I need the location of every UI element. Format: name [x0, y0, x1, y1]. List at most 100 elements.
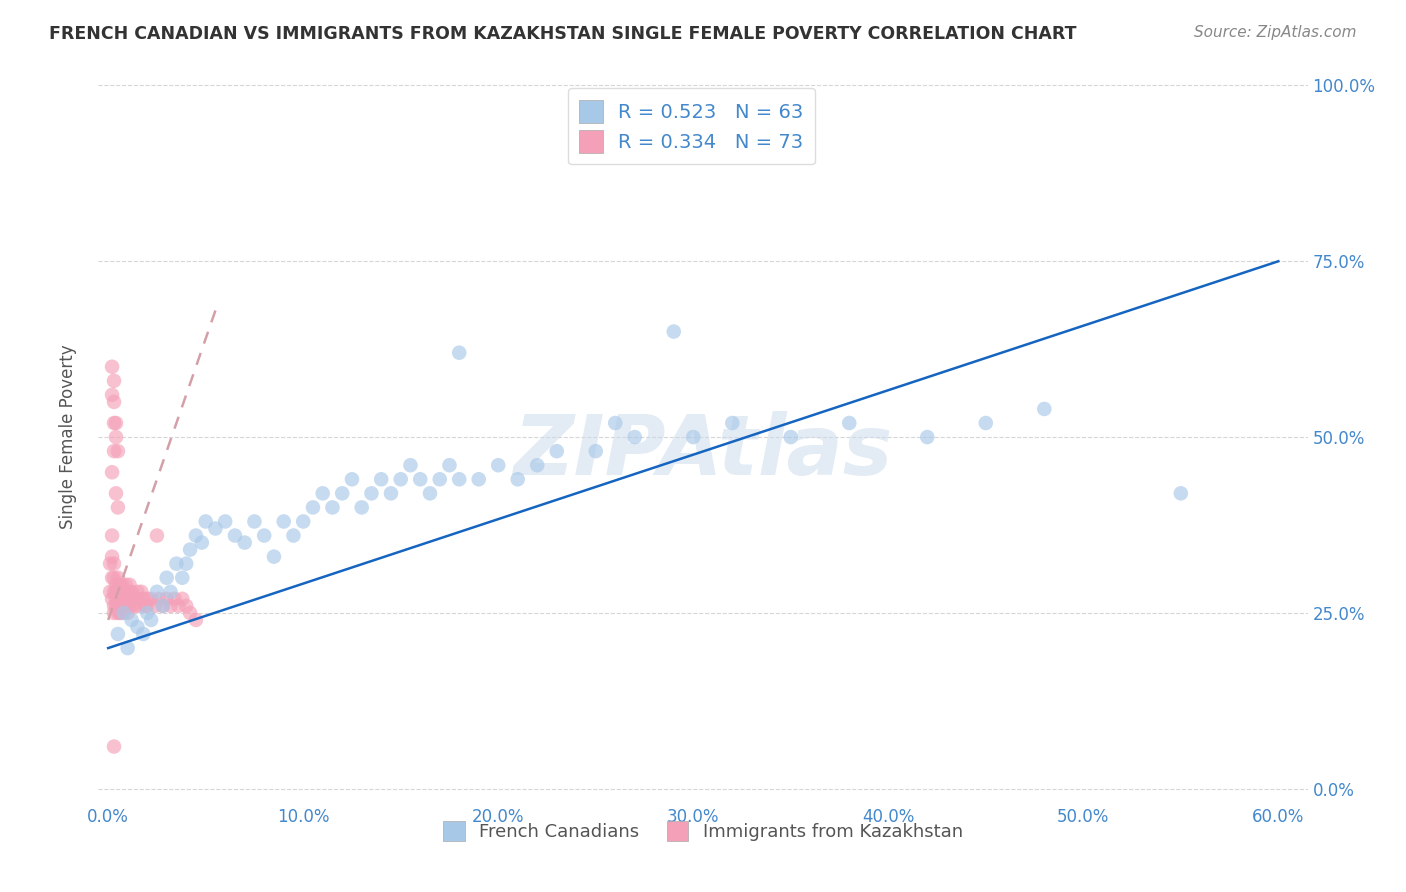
Point: [146, 584, 169, 599]
Point: [139, 613, 162, 627]
Y-axis label: Single Female Poverty: Single Female Poverty: [59, 345, 77, 529]
Point: [263, 549, 285, 564]
Point: [273, 515, 295, 529]
Point: [98, 557, 121, 571]
Point: [243, 515, 266, 529]
Point: [132, 591, 155, 606]
Point: [112, 591, 135, 606]
Point: [159, 584, 181, 599]
Point: [146, 528, 169, 542]
Point: [409, 472, 432, 486]
Point: [111, 606, 134, 620]
Point: [163, 591, 186, 606]
Point: [132, 627, 155, 641]
Point: [127, 591, 149, 606]
Point: [103, 584, 125, 599]
Point: [111, 591, 134, 606]
Point: [156, 591, 179, 606]
Point: [103, 599, 125, 613]
Point: [165, 557, 187, 571]
Point: [111, 578, 134, 592]
Point: [174, 557, 197, 571]
Point: [107, 571, 129, 585]
Point: [101, 359, 124, 374]
Point: [121, 613, 143, 627]
Point: [104, 591, 127, 606]
Point: [506, 472, 529, 486]
Point: [330, 486, 353, 500]
Point: [283, 528, 305, 542]
Point: [107, 584, 129, 599]
Point: [419, 486, 441, 500]
Point: [360, 486, 382, 500]
Point: [148, 591, 170, 606]
Point: [1170, 486, 1192, 500]
Point: [103, 739, 125, 754]
Point: [114, 591, 136, 606]
Point: [184, 613, 207, 627]
Point: [340, 472, 363, 486]
Point: [350, 500, 373, 515]
Point: [204, 521, 226, 535]
Point: [101, 549, 124, 564]
Point: [127, 620, 149, 634]
Point: [124, 599, 146, 613]
Point: [117, 606, 139, 620]
Point: [117, 584, 139, 599]
Point: [224, 528, 246, 542]
Point: [127, 584, 149, 599]
Point: [292, 515, 315, 529]
Point: [302, 500, 325, 515]
Point: [233, 535, 256, 549]
Point: [101, 591, 124, 606]
Point: [101, 388, 124, 402]
Point: [101, 465, 124, 479]
Point: [114, 578, 136, 592]
Point: [112, 584, 135, 599]
Point: [104, 416, 127, 430]
Point: [103, 606, 125, 620]
Point: [167, 599, 190, 613]
Point: [117, 641, 139, 656]
Point: [104, 430, 127, 444]
Point: [389, 472, 412, 486]
Point: [107, 599, 129, 613]
Point: [136, 599, 159, 613]
Point: [107, 444, 129, 458]
Point: [174, 599, 197, 613]
Point: [121, 599, 143, 613]
Point: [838, 416, 860, 430]
Point: [623, 430, 645, 444]
Point: [605, 416, 627, 430]
Point: [721, 416, 744, 430]
Point: [662, 325, 685, 339]
Point: [103, 571, 125, 585]
Point: [134, 599, 156, 613]
Point: [321, 500, 343, 515]
Point: [399, 458, 422, 473]
Point: [682, 430, 704, 444]
Point: [104, 599, 127, 613]
Point: [214, 515, 236, 529]
Point: [121, 584, 143, 599]
Point: [526, 458, 548, 473]
Point: [136, 591, 159, 606]
Point: [143, 599, 166, 613]
Point: [172, 571, 194, 585]
Point: [370, 472, 392, 486]
Point: [974, 416, 997, 430]
Point: [152, 599, 174, 613]
Point: [467, 472, 489, 486]
Point: [107, 627, 129, 641]
Point: [104, 486, 127, 500]
Point: [107, 500, 129, 515]
Point: [103, 416, 125, 430]
Point: [117, 599, 139, 613]
Point: [107, 606, 129, 620]
Point: [917, 430, 939, 444]
Point: [179, 606, 201, 620]
Point: [104, 584, 127, 599]
Point: [98, 584, 121, 599]
Point: [1033, 401, 1056, 416]
Point: [103, 444, 125, 458]
